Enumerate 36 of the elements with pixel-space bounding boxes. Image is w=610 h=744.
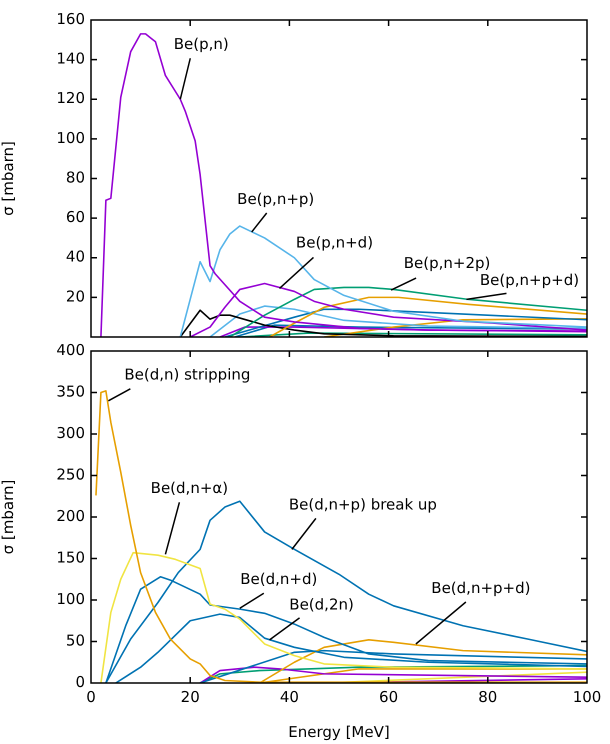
annotation: Be(p,n): [174, 35, 229, 54]
x-tick-label: 80: [478, 688, 498, 706]
annotation: Be(p,n+p): [237, 190, 314, 208]
y-tick-label: 120: [56, 89, 85, 108]
annotation: Be(p,n+d): [296, 233, 374, 252]
y-tick-label: 350: [56, 382, 85, 400]
annotation: Be(p,n+2p): [404, 254, 490, 272]
y-tick-label: 80: [66, 168, 85, 186]
annotation: Be(d,n+p+d): [431, 578, 530, 597]
y-tick-label: 400: [56, 340, 85, 359]
y-tick-label: 200: [56, 506, 85, 525]
y-tick-label: 140: [56, 50, 85, 68]
annotation: Be(d,n+p) break up: [288, 495, 437, 514]
y-tick-label: 300: [56, 424, 85, 442]
y-axis-title: σ [mbarn]: [0, 480, 17, 554]
y-axis-title: σ [mbarn]: [0, 141, 17, 216]
x-tick-label: 20: [180, 688, 200, 706]
y-tick-label: 100: [56, 128, 85, 147]
annotation: Be(d,2n): [289, 596, 354, 614]
x-tick-label: 60: [379, 688, 398, 706]
annotation: Be(d,n+α): [150, 479, 228, 498]
x-tick-label: 40: [280, 688, 299, 706]
x-tick-label: 100: [572, 688, 602, 706]
annotation: Be(d,n+d): [240, 570, 318, 588]
y-tick-label: 150: [56, 548, 85, 566]
y-tick-label: 100: [56, 590, 85, 608]
y-tick-label: 40: [66, 248, 85, 266]
y-tick-label: 20: [66, 287, 85, 306]
y-tick-label: 160: [56, 10, 85, 28]
y-tick-label: 50: [66, 631, 85, 650]
x-axis-title: Energy [MeV]: [288, 722, 390, 741]
annotation: Be(p,n+p+d): [480, 271, 580, 290]
y-tick-label: 0: [75, 672, 85, 691]
annotation: Be(d,n) stripping: [124, 366, 250, 384]
y-tick-label: 250: [56, 465, 85, 484]
y-tick-label: 60: [66, 208, 85, 226]
